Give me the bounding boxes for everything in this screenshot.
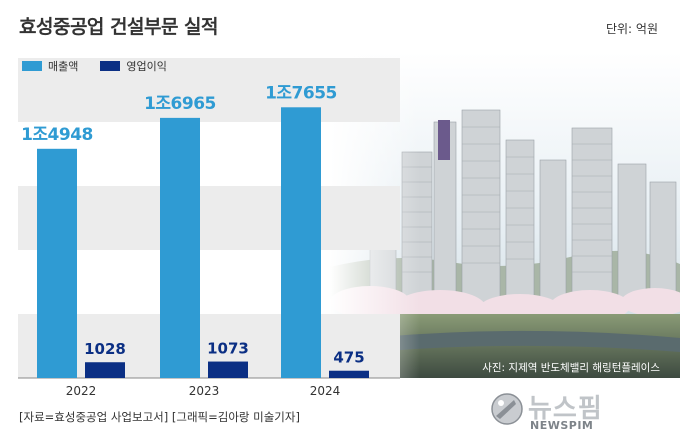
logo-subtitle: NEWSPIM [530, 419, 594, 432]
bar-operating-profit-2023 [208, 361, 248, 378]
apartment-complex-illustration [330, 52, 680, 378]
photo-caption: 사진: 지제역 반도체밸리 해링턴플레이스 [482, 362, 660, 374]
x-tick-label-2024: 2024 [310, 384, 341, 398]
bar-revenue-2022 [37, 148, 77, 378]
data-label-operating-profit-2022: 1028 [84, 340, 126, 358]
legend-item-operating-profit: 영업이익 [100, 58, 167, 74]
x-tick-label-2023: 2023 [189, 384, 220, 398]
grid-band [18, 186, 400, 250]
legend-swatch-operating-profit [100, 61, 121, 71]
logo-globe-icon [491, 393, 523, 425]
data-label-revenue-2022: 1조4948 [21, 125, 93, 145]
building-photo [330, 52, 680, 378]
chart-legend: 매출액 영업이익 [22, 58, 167, 74]
x-tick-label-2022: 2022 [66, 384, 97, 398]
bar-operating-profit-2024 [329, 370, 369, 378]
legend-label-revenue: 매출액 [48, 60, 79, 73]
legend-item-revenue: 매출액 [22, 58, 78, 74]
grid-band [18, 58, 400, 122]
data-label-revenue-2023: 1조6965 [144, 94, 216, 114]
unit-label: 단위: 억원 [605, 22, 658, 36]
data-label-revenue-2024: 1조7655 [265, 83, 337, 103]
page-title: 효성중공업 건설부문 실적 [19, 16, 219, 38]
data-label-operating-profit-2023: 1073 [207, 340, 249, 358]
legend-label-operating-profit: 영업이익 [126, 60, 167, 73]
bar-revenue-2024 [281, 107, 321, 378]
legend-swatch-revenue [22, 61, 42, 71]
logo-wordmark: 뉴스핌 [528, 394, 603, 424]
bar-revenue-2023 [160, 117, 200, 379]
newspim-logo: 뉴스핌 NEWSPIM [488, 386, 668, 438]
bar-operating-profit-2022 [85, 362, 125, 378]
source-credit: [자료=효성중공업 사업보고서] [그래픽=김아랑 미술기자] [19, 410, 300, 424]
data-label-operating-profit-2024: 475 [333, 349, 364, 367]
